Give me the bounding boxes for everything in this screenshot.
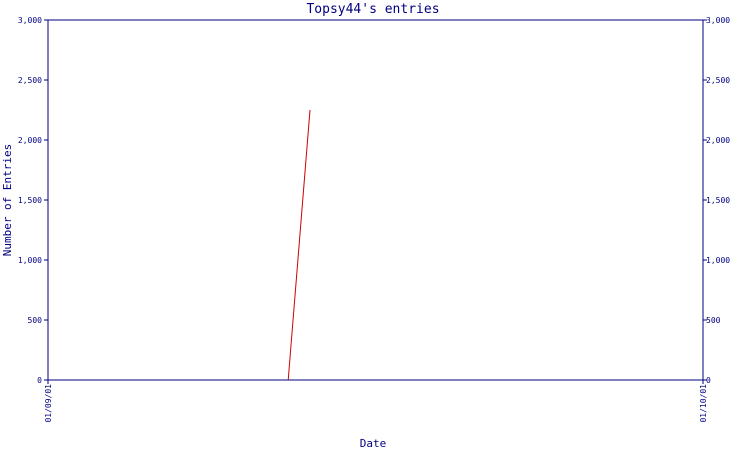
left-y-tick-label: 0 [37, 376, 42, 385]
x-tick-label: 01/09/01 [44, 384, 53, 423]
right-y-tick-label: 0 [706, 376, 711, 385]
chart-title: Topsy44's entries [306, 2, 439, 17]
right-y-axis: 0 500 1,000 1,500 2,000 2,500 3,000 [703, 16, 730, 385]
left-y-tick-label: 1,500 [18, 196, 42, 205]
right-y-tick-label: 1,500 [706, 196, 730, 205]
series-layer [287, 109, 311, 381]
left-y-tick-label: 2,000 [18, 136, 42, 145]
left-y-tick-label: 2,500 [18, 76, 42, 85]
right-y-tick-label: 3,000 [706, 16, 730, 25]
series-line [287, 109, 311, 381]
x-axis-title: Date [360, 437, 387, 450]
left-y-tick-label: 500 [28, 316, 43, 325]
right-y-tick-label: 2,500 [706, 76, 730, 85]
right-y-tick-label: 500 [706, 316, 721, 325]
right-y-tick-label: 2,000 [706, 136, 730, 145]
plot-frame [47, 19, 704, 381]
left-y-axis: 0 500 1,000 1,500 2,000 2,500 3,000 [18, 16, 48, 385]
left-y-tick-label: 1,000 [18, 256, 42, 265]
x-tick-label: 01/10/01 [699, 384, 708, 423]
x-axis: 01/09/01 01/10/01 [44, 380, 708, 423]
left-y-tick-label: 3,000 [18, 16, 42, 25]
right-y-tick-label: 1,000 [706, 256, 730, 265]
y-axis-title: Number of Entries [1, 144, 14, 257]
